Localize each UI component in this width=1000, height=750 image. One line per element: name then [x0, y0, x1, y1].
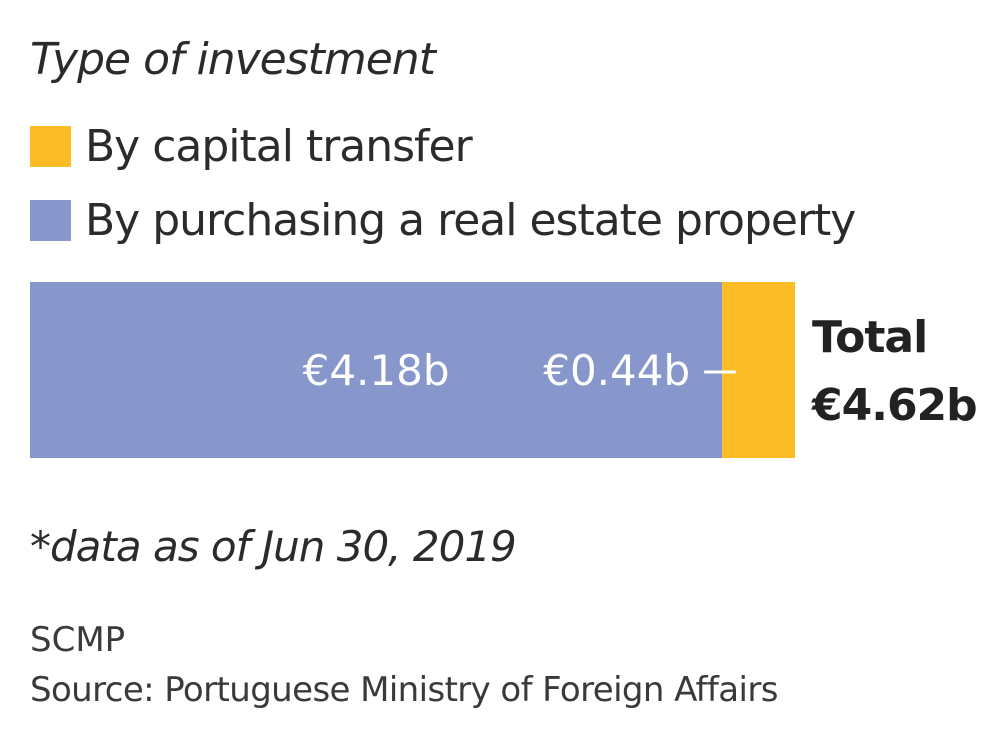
legend-swatch-real-estate	[30, 199, 71, 241]
stacked-bar-chart: €4.18b €0.44b	[30, 282, 795, 458]
legend-item-capital-transfer: By capital transfer	[30, 120, 473, 172]
bar-segment-capital-transfer	[722, 282, 795, 458]
source-credit: Source: Portuguese Ministry of Foreign A…	[30, 670, 778, 710]
legend-label-real-estate: By purchasing a real estate property	[85, 194, 856, 246]
data-label-capital-transfer: €0.44b	[543, 346, 690, 395]
total-value: €4.62b	[812, 380, 978, 431]
legend-item-real-estate: By purchasing a real estate property	[30, 194, 856, 246]
footnote: *data as of Jun 30, 2019	[30, 522, 517, 571]
legend-label-capital-transfer: By capital transfer	[85, 120, 473, 172]
legend-swatch-capital-transfer	[30, 125, 71, 167]
data-label-real-estate: €4.18b	[303, 346, 450, 395]
publisher-credit: SCMP	[30, 620, 126, 660]
chart-title: Type of investment	[30, 34, 436, 85]
bar-segment-real-estate	[30, 282, 723, 458]
total-label: Total	[812, 312, 928, 363]
